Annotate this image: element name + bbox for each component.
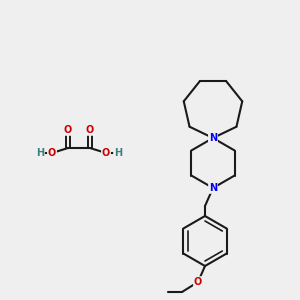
Text: N: N [209,133,217,143]
Text: O: O [86,125,94,135]
Text: O: O [48,148,56,158]
Text: H: H [36,148,44,158]
Text: O: O [102,148,110,158]
Text: N: N [209,133,217,143]
Text: O: O [194,277,202,287]
Text: O: O [64,125,72,135]
Text: N: N [209,183,217,193]
Text: H: H [114,148,122,158]
